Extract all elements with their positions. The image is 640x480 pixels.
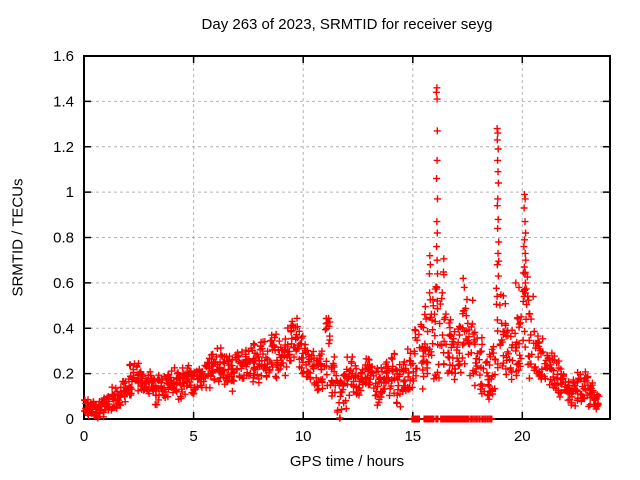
- svg-text:0: 0: [80, 428, 88, 445]
- svg-text:20: 20: [514, 428, 531, 445]
- svg-text:0.8: 0.8: [53, 230, 74, 247]
- svg-text:0.6: 0.6: [53, 275, 74, 292]
- svg-text:0.2: 0.2: [53, 366, 74, 383]
- svg-text:1.4: 1.4: [53, 93, 74, 110]
- svg-text:15: 15: [404, 428, 421, 445]
- svg-text:0: 0: [66, 411, 74, 428]
- svg-text:1.2: 1.2: [53, 139, 74, 156]
- svg-text:1: 1: [66, 184, 74, 201]
- svg-text:1.6: 1.6: [53, 48, 74, 65]
- x-axis-label: GPS time / hours: [289, 453, 405, 470]
- svg-text:0.4: 0.4: [53, 320, 74, 337]
- svg-text:10: 10: [295, 428, 312, 445]
- chart-title: Day 263 of 2023, SRMTID for receiver sey…: [201, 16, 493, 33]
- svg-text:5: 5: [189, 428, 197, 445]
